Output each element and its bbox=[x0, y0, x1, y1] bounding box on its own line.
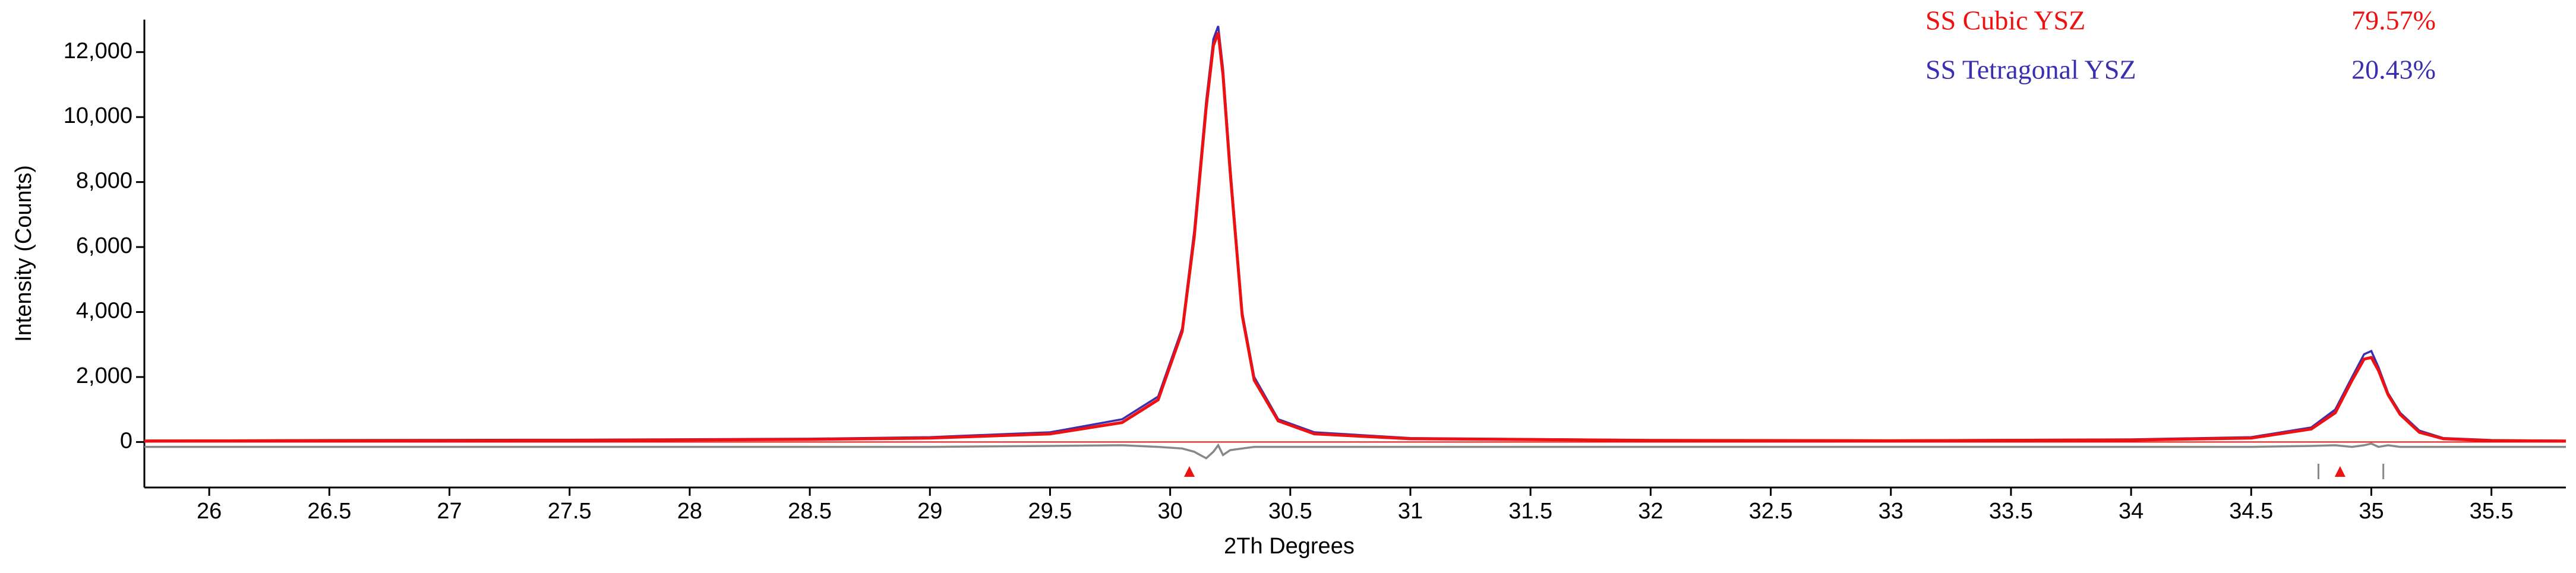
x-tick-label: 32 bbox=[1638, 499, 1663, 524]
reflection-marker bbox=[1183, 466, 1195, 477]
x-tick-label: 34 bbox=[2119, 499, 2143, 524]
y-tick-label: 0 bbox=[120, 428, 132, 453]
y-tick-label: 8,000 bbox=[76, 169, 132, 194]
y-tick-label: 4,000 bbox=[76, 299, 132, 324]
y-tick-label: 6,000 bbox=[76, 233, 132, 258]
y-axis-title: Intensity (Counts) bbox=[11, 165, 36, 342]
series-line bbox=[144, 32, 2566, 443]
x-tick-label: 31 bbox=[1398, 499, 1423, 524]
legend-label: SS Tetragonal YSZ bbox=[1925, 55, 2136, 85]
series-line bbox=[144, 26, 2566, 442]
x-axis-title: 2Th Degrees bbox=[1224, 534, 1355, 559]
x-tick-label: 33 bbox=[1879, 499, 1903, 524]
x-tick-label: 26 bbox=[197, 499, 222, 524]
x-tick-label: 27 bbox=[437, 499, 462, 524]
y-tick-label: 12,000 bbox=[64, 39, 132, 64]
x-tick-label: 32.5 bbox=[1749, 499, 1793, 524]
x-tick-label: 28.5 bbox=[788, 499, 832, 524]
x-tick-label: 30.5 bbox=[1268, 499, 1312, 524]
legend-label: SS Cubic YSZ bbox=[1925, 5, 2085, 36]
x-tick-label: 33.5 bbox=[1989, 499, 2033, 524]
legend-value: 79.57% bbox=[2351, 5, 2436, 36]
series-line bbox=[144, 442, 2566, 460]
x-tick-label: 26.5 bbox=[307, 499, 351, 524]
y-tick-label: 2,000 bbox=[76, 363, 132, 388]
legend: SS Cubic YSZ 79.57% SS Tetragonal YSZ 20.43… bbox=[1925, 5, 2436, 85]
x-tick-label: 35 bbox=[2359, 499, 2384, 524]
x-tick-label: 30 bbox=[1157, 499, 1182, 524]
x-tick-label: 34.5 bbox=[2229, 499, 2273, 524]
x-tick-label: 35.5 bbox=[2470, 499, 2514, 524]
x-tick-label: 27.5 bbox=[548, 499, 592, 524]
x-tick-label: 29 bbox=[917, 499, 942, 524]
x-tick-label: 28 bbox=[677, 499, 702, 524]
x-tick-label: 31.5 bbox=[1508, 499, 1552, 524]
legend-value: 20.43% bbox=[2351, 55, 2436, 85]
reflection-marker bbox=[2334, 466, 2345, 477]
y-tick-label: 10,000 bbox=[64, 103, 132, 128]
x-tick-label: 29.5 bbox=[1028, 499, 1072, 524]
